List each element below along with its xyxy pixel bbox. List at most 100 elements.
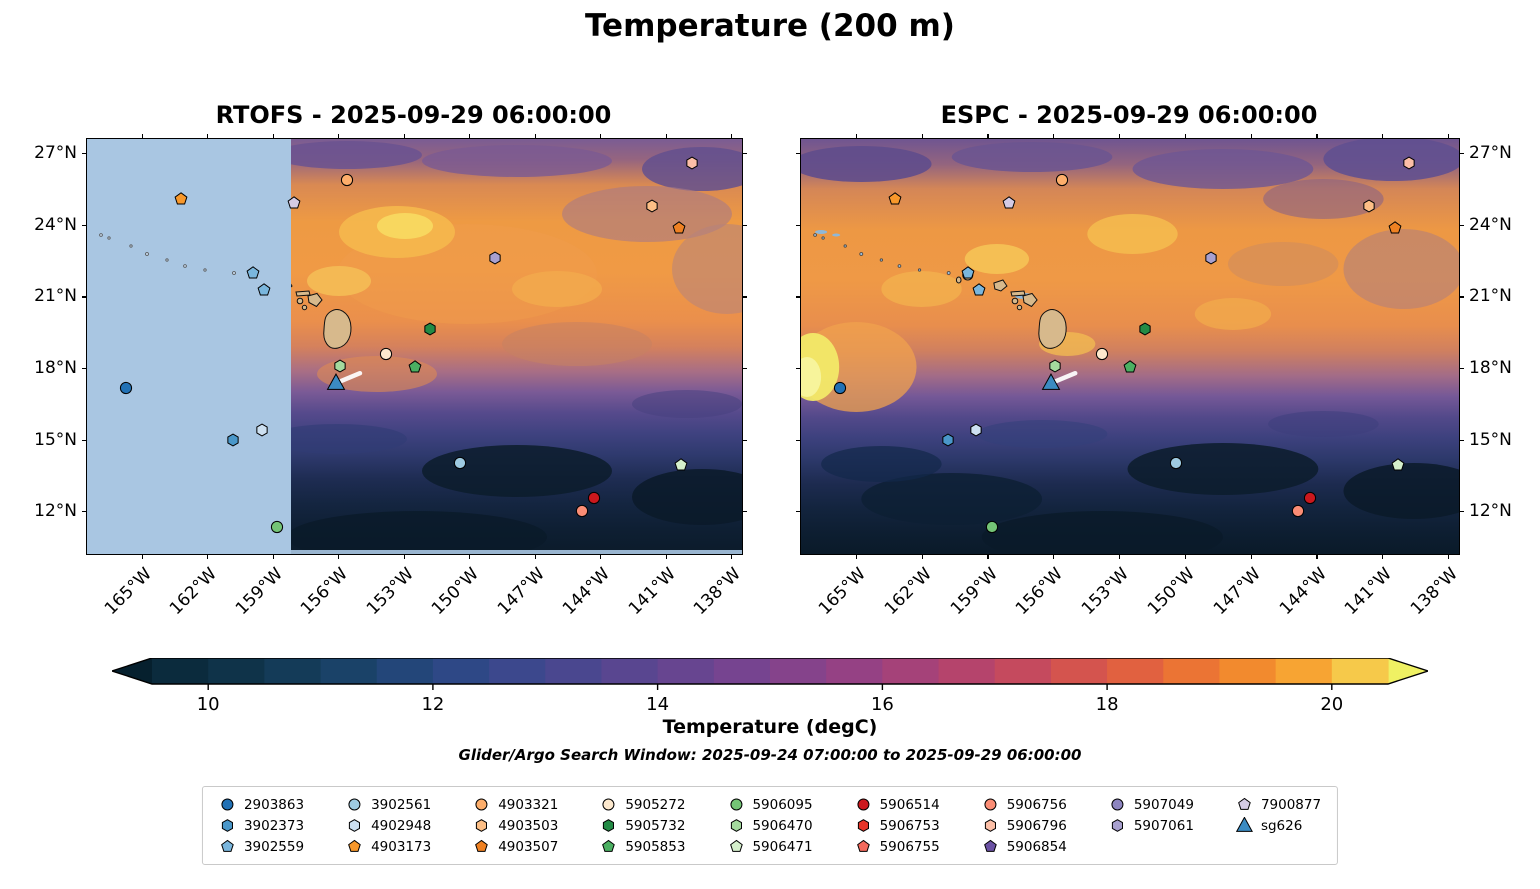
tick-mark (987, 554, 989, 559)
legend-item-sg626: sg626 (1235, 815, 1321, 836)
legend-item-4903503: 4903503 (473, 815, 558, 836)
northwest-islets (99, 233, 236, 275)
tick-mark (82, 153, 87, 155)
float-marker-3902559 (246, 265, 260, 279)
legend-label: 3902373 (243, 817, 305, 834)
espc-temperature-map (801, 139, 1459, 554)
tick-mark (987, 134, 989, 139)
pentagon-marker-icon (856, 839, 870, 852)
x-tick-label: 159°W (946, 564, 1002, 619)
tick-mark (534, 134, 536, 139)
circle-marker-icon (857, 798, 870, 811)
y-tick-label: 27°N (34, 143, 77, 164)
legend-label: 7900877 (1260, 796, 1322, 813)
tick-mark (272, 134, 274, 139)
legend-label: 5907049 (1133, 796, 1194, 813)
tick-mark (600, 554, 602, 559)
legend-label: 5906470 (752, 817, 813, 834)
x-tick-label: 153°W (362, 564, 418, 619)
tick-mark (796, 439, 801, 441)
hexagon-marker-icon (349, 819, 361, 832)
y-tick-label: 12°N (1469, 501, 1512, 522)
legend-item-5906796: 5906796 (982, 815, 1067, 836)
legend-column: 7900877 sg626 (1235, 794, 1322, 857)
panel-title-rtofs: RTOFS - 2025-09-29 06:00:00 (215, 101, 612, 129)
legend-item-5906471: 5906471 (727, 836, 813, 857)
x-tick-label: 165°W (814, 564, 870, 619)
y-tick-label: 12°N (34, 501, 77, 522)
tick-mark (1119, 134, 1121, 139)
tick-mark (82, 224, 87, 227)
float-marker-sg626 (1041, 373, 1061, 391)
float-marker-4903507 (672, 221, 686, 234)
legend-item-5906854: 5906854 (982, 836, 1067, 857)
legend-column: 5906095 5906470 5906471 (727, 794, 813, 857)
legend-item-5906470: 5906470 (727, 815, 813, 836)
hexagon-marker-icon (984, 819, 996, 832)
float-marker-7900877 (1002, 196, 1016, 209)
legend-label: 4903321 (498, 796, 559, 813)
tick-mark (534, 554, 536, 559)
tick-mark (1459, 511, 1464, 513)
legend-label: 5905272 (625, 796, 686, 813)
float-marker-5907061 (1205, 251, 1217, 265)
tick-mark (731, 554, 733, 559)
float-marker-4903507 (1388, 221, 1402, 234)
float-marker-4903503 (646, 199, 659, 213)
legend-item-5905272: 5905272 (600, 794, 685, 815)
tick-mark (665, 554, 667, 559)
float-marker-5906095 (270, 520, 284, 533)
circle-marker-icon (221, 798, 234, 811)
legend-label: 3902559 (243, 838, 305, 855)
float-marker-3902559 (972, 283, 986, 296)
colorbar-tick-label: 10 (197, 694, 220, 715)
float-marker-4902948 (256, 423, 268, 437)
tick-mark (1459, 224, 1464, 227)
x-tick-label: 144°W (1275, 564, 1331, 619)
tick-mark (731, 134, 733, 139)
legend-label: 5906756 (1006, 796, 1067, 813)
legend-column: 5905272 5905732 5905853 (600, 794, 685, 857)
tick-mark (141, 134, 143, 139)
tick-mark (665, 134, 667, 139)
tick-mark (1448, 554, 1450, 559)
float-marker-5905853 (1123, 360, 1137, 373)
x-tick-label: 156°W (1012, 564, 1068, 619)
legend-label: 5906514 (879, 796, 940, 813)
tick-mark (796, 367, 801, 370)
float-marker-3902561 (454, 457, 467, 470)
tick-mark (1053, 134, 1055, 139)
float-marker-5907061 (489, 251, 501, 265)
tick-mark (796, 224, 801, 227)
colorbar-tick-label: 20 (1320, 694, 1343, 715)
tick-mark (1184, 554, 1187, 559)
float-marker-3902373 (227, 432, 239, 447)
legend-item-2903863: 2903863 (219, 794, 304, 815)
legend-label: 5906755 (879, 838, 940, 855)
colorbar-tick-label: 12 (421, 694, 444, 715)
y-tick-label: 15°N (1469, 429, 1512, 450)
tick-mark (742, 153, 747, 155)
hexagon-marker-icon (857, 819, 869, 832)
float-marker-3902561 (1169, 457, 1183, 470)
x-tick-label: 165°W (100, 564, 156, 619)
circle-marker-icon (475, 798, 488, 811)
x-tick-label: 141°W (624, 564, 680, 619)
circle-marker-icon (348, 798, 361, 811)
tick-mark (82, 511, 87, 513)
tick-mark (600, 134, 602, 139)
legend-label: 3902561 (371, 796, 432, 813)
float-marker-4903321 (340, 173, 353, 186)
legend-item-3902373: 3902373 (219, 815, 304, 836)
x-tick-label: 144°W (559, 564, 615, 619)
tick-mark (1448, 134, 1450, 139)
tick-mark (921, 134, 923, 139)
legend-label: 5907061 (1133, 817, 1194, 834)
legend-label: 4903173 (371, 838, 432, 855)
float-marker-5906514 (1303, 491, 1316, 505)
x-tick-label: 162°W (880, 564, 936, 619)
tick-mark (207, 134, 209, 139)
colorbar: 10 12 14 16 18 20 (109, 657, 1431, 718)
tick-mark (1382, 134, 1384, 139)
x-tick-label: 153°W (1078, 564, 1134, 619)
